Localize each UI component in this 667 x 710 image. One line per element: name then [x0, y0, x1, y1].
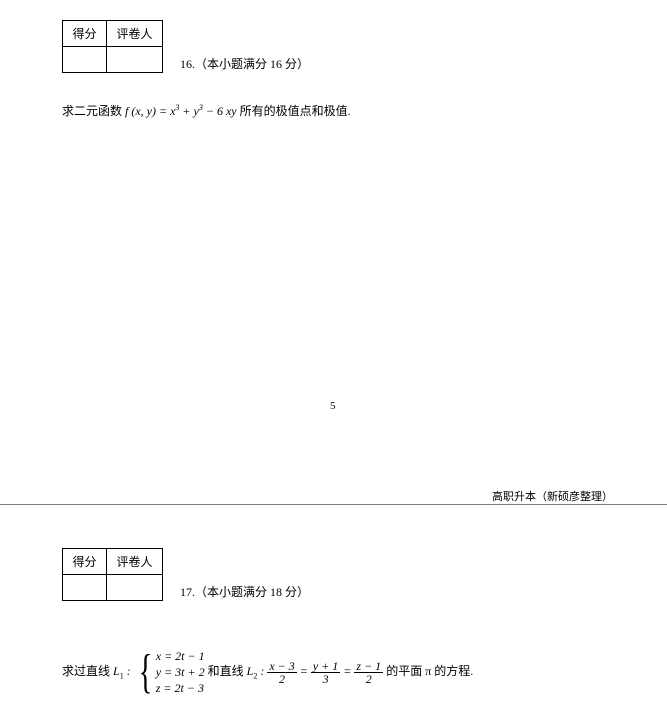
q17-l1-eq3: z = 2t − 3 — [156, 681, 204, 695]
q16-suffix: 所有的极值点和极值. — [240, 104, 351, 118]
frac-num: y + 1 — [311, 660, 340, 673]
score-header: 得分 — [63, 21, 107, 47]
page-divider — [0, 504, 667, 505]
q16-term-1: + — [182, 104, 193, 118]
q17-l1-eq2: y = 3t + 2 — [156, 665, 205, 679]
frac-den: 2 — [267, 673, 296, 685]
footer-note: 高职升本（新硕彦整理） — [492, 488, 613, 504]
q17-mid: 和直线 — [208, 664, 247, 678]
eq-sign-0: = — [300, 664, 311, 678]
score-table-q16: 得分 评卷人 — [62, 20, 163, 73]
grader-header: 评卷人 — [107, 549, 163, 575]
frac-den: 2 — [354, 673, 383, 685]
q16-func-lhs: f (x, y) = — [125, 104, 170, 118]
q16-term-0: x3 — [170, 104, 179, 118]
q17-l1-name: L1 : — [113, 664, 134, 678]
q17-l2-name: L2 : — [247, 664, 268, 678]
q16-label: 16.（本小题满分 16 分） — [180, 55, 309, 72]
q16-prefix: 求二元函数 — [62, 104, 125, 118]
score-header: 得分 — [63, 549, 107, 575]
frac-den: 3 — [311, 673, 340, 685]
page-number: 5 — [330, 400, 336, 412]
q17-label: 17.（本小题满分 18 分） — [180, 583, 309, 600]
score-cell — [63, 575, 107, 601]
q17-frac-0: x − 3 2 — [267, 660, 296, 685]
grader-header: 评卷人 — [107, 21, 163, 47]
frac-num: x − 3 — [267, 660, 296, 673]
q17-suffix: 的平面 π 的方程. — [386, 664, 473, 678]
q17-body: 求过直线 L1 : { x = 2t − 1 y = 3t + 2 z = 2t… — [62, 648, 473, 696]
q16-term-2: y3 — [194, 104, 203, 118]
eq-sign-1: = — [343, 664, 354, 678]
score-table-q17: 得分 评卷人 — [62, 548, 163, 601]
q16-body: 求二元函数 f (x, y) = x3 + y3 − 6 xy 所有的极值点和极… — [62, 102, 351, 119]
q17-l1-system: x = 2t − 1 y = 3t + 2 z = 2t − 3 — [156, 648, 205, 696]
brace-icon: { — [138, 648, 152, 696]
score-cell — [63, 47, 107, 73]
q17-prefix: 求过直线 — [62, 664, 113, 678]
q16-term-3: − 6 — [206, 104, 223, 118]
grader-cell — [107, 47, 163, 73]
q17-frac-1: y + 1 3 — [311, 660, 340, 685]
grader-cell — [107, 575, 163, 601]
q17-frac-2: z − 1 2 — [354, 660, 383, 685]
q17-l1-eq1: x = 2t − 1 — [156, 649, 205, 663]
q16-term-4: xy — [226, 104, 237, 118]
frac-num: z − 1 — [354, 660, 383, 673]
